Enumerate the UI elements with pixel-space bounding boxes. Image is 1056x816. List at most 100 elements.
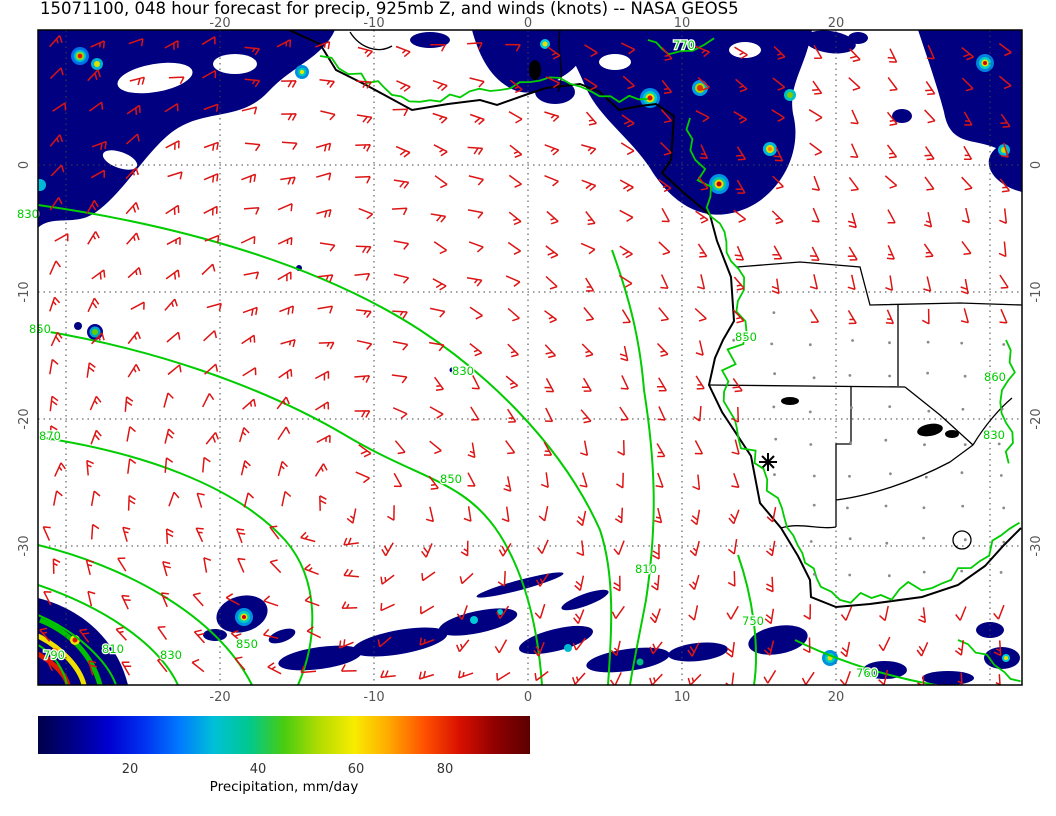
calm-dot xyxy=(772,311,776,314)
wind-barb xyxy=(356,80,372,89)
wind-barb xyxy=(581,343,594,358)
wind-barb xyxy=(961,77,974,92)
precip-band xyxy=(38,633,87,685)
wind-barb xyxy=(886,111,898,126)
calm-dots-layer xyxy=(732,311,1006,578)
wind-barb xyxy=(494,639,508,654)
wind-barb xyxy=(1000,113,1011,128)
lat-tick-label: 0 xyxy=(1029,161,1044,169)
wind-barb xyxy=(734,245,745,261)
wind-barb xyxy=(887,48,898,63)
wind-barb xyxy=(731,439,740,455)
wind-barb xyxy=(802,637,811,654)
wind-barb xyxy=(505,440,516,455)
wind-barb xyxy=(661,79,673,95)
wind-barb xyxy=(202,456,211,473)
contour-label: 830 xyxy=(983,428,1005,442)
wind-barb xyxy=(661,207,670,223)
wind-barb xyxy=(234,656,246,671)
wind-barb xyxy=(732,378,743,393)
wind-barb xyxy=(306,626,322,639)
wind-barb xyxy=(304,563,319,576)
wind-barb xyxy=(164,103,179,113)
calm-dot xyxy=(960,341,964,345)
calm-dot xyxy=(963,443,967,446)
wind-barb xyxy=(509,79,523,94)
calm-dot xyxy=(846,506,849,510)
calm-dot xyxy=(848,474,851,478)
wind-barb xyxy=(850,109,859,125)
wind-barb xyxy=(771,109,785,122)
wind-barb xyxy=(535,573,549,587)
wind-barb xyxy=(763,670,777,684)
wind-barb xyxy=(697,77,710,91)
wind-barb xyxy=(380,670,396,679)
wind-barb xyxy=(244,46,261,56)
wind-barb xyxy=(243,492,255,508)
contour-label: 830 xyxy=(160,648,182,662)
wind-barb xyxy=(618,274,633,288)
height-contours-layer xyxy=(38,37,1021,685)
wind-barb xyxy=(649,641,663,655)
wind-barb xyxy=(809,142,823,156)
wind-barb xyxy=(765,540,776,557)
contour-label: 760 xyxy=(856,666,878,680)
wind-barb xyxy=(694,440,704,455)
wind-barb xyxy=(304,595,320,607)
wind-barb xyxy=(545,76,560,89)
contour-label: 750 xyxy=(742,614,764,628)
wind-barb xyxy=(470,406,480,421)
wind-barb xyxy=(86,200,99,214)
wind-barb xyxy=(276,396,290,410)
wind-barb xyxy=(267,662,282,675)
wind-barb xyxy=(923,243,934,258)
wind-barb xyxy=(963,145,973,161)
wind-barb xyxy=(617,440,625,456)
lat-tick-label: -30 xyxy=(1029,535,1044,556)
wind-barb xyxy=(581,179,597,191)
lat-tick-label: -20 xyxy=(1029,408,1044,429)
wind-barb xyxy=(839,670,852,685)
wind-barb xyxy=(433,376,445,391)
wind-barb xyxy=(961,207,971,224)
wind-barb xyxy=(613,575,621,592)
wind-barb xyxy=(619,406,629,421)
calm-dot xyxy=(888,374,891,378)
wind-barb xyxy=(656,342,669,357)
lon-tick-label: 0 xyxy=(524,690,532,705)
wind-barb xyxy=(467,442,476,459)
wind-barb xyxy=(688,574,700,591)
wind-barb xyxy=(319,78,335,88)
calm-dot xyxy=(1000,407,1004,411)
wind-barb xyxy=(276,39,292,48)
contour-label: 850 xyxy=(440,472,462,486)
precip-region xyxy=(848,32,868,44)
wind-barb xyxy=(546,210,559,225)
country-borders xyxy=(349,30,1022,550)
wind-barb xyxy=(203,330,218,342)
precip-gap xyxy=(213,54,257,74)
wind-barb xyxy=(961,240,972,256)
wind-barb xyxy=(649,608,661,624)
wind-barb xyxy=(733,111,748,124)
wind-barb xyxy=(736,146,747,161)
wind-barb xyxy=(396,80,411,92)
calm-dot xyxy=(885,541,889,545)
wind-barb xyxy=(168,491,180,507)
lat-tick-label: -20 xyxy=(17,408,32,429)
wind-barb xyxy=(128,37,144,47)
calm-dot xyxy=(888,341,891,345)
wind-barb xyxy=(428,475,439,490)
wind-barb xyxy=(355,471,370,484)
wind-barb xyxy=(697,176,709,191)
colorbar-tick-label: 20 xyxy=(122,762,139,777)
height-contour xyxy=(611,249,655,685)
wind-barb xyxy=(581,377,592,392)
wind-barb xyxy=(847,246,858,261)
wind-barb xyxy=(392,407,408,419)
wind-barb xyxy=(580,242,596,255)
wind-barb xyxy=(42,526,51,541)
height-contour xyxy=(38,329,543,685)
wind-barb xyxy=(281,490,292,507)
wind-barb xyxy=(584,44,598,58)
